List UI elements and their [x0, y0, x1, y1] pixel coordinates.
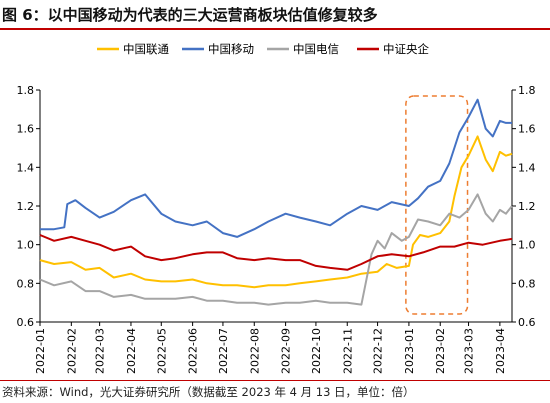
figure-title: 图 6：以中国移动为代表的三大运营商板块估值修复较多	[0, 0, 550, 30]
line-chart: 中国联通 中国移动 中国电信 中证央企 0.6 0.6 0.8 0.8 1.0 1.0 1.2 1.…	[17, 42, 536, 374]
highlight-box	[405, 95, 469, 315]
y-tick-label-right: 1.6	[518, 123, 536, 136]
x-tick-label: 2023-04	[494, 328, 507, 374]
x-tick-label: 2023-03	[463, 328, 476, 374]
y-tick-label-right: 0.6	[518, 316, 536, 329]
x-tick-label: 2022-01	[34, 328, 47, 374]
y-tick-label-right: 1.8	[518, 84, 536, 97]
y-tick-label-left: 0.6	[17, 316, 35, 329]
x-tick-label: 2023-02	[434, 328, 447, 374]
legend-label-3: 中国电信	[293, 42, 339, 56]
y-tick-label-left: 1.2	[17, 200, 35, 213]
x-tick-label: 2022-10	[310, 328, 323, 374]
x-tick-label: 2022-02	[65, 328, 78, 374]
y-tick-label-left: 1.0	[17, 239, 35, 252]
series-line-2	[40, 98, 512, 238]
series-line-3	[39, 193, 513, 306]
series-line-1	[39, 135, 513, 289]
y-tick-label-right: 1.4	[518, 161, 536, 174]
legend: 中国联通 中国移动 中国电信 中证央企	[97, 42, 429, 56]
y-tick-label-right: 0.8	[518, 277, 536, 290]
legend-label-2: 中国移动	[208, 42, 254, 56]
x-tick-label: 2022-07	[217, 328, 230, 374]
x-tick-label: 2022-12	[372, 328, 385, 374]
y-tick-label-left: 1.8	[17, 84, 35, 97]
x-tick-label: 2022-03	[94, 328, 107, 374]
y-tick-label-left: 1.4	[17, 161, 35, 174]
y-tick-label-left: 0.8	[17, 277, 35, 290]
axes: 0.6 0.6 0.8 0.8 1.0 1.0 1.2 1.2 1.4 1.4 1.6 1.6 1.8 1…	[17, 84, 536, 374]
x-tick-label: 2022-11	[341, 328, 354, 374]
series-lines	[39, 98, 513, 306]
x-tick-label: 2022-05	[155, 328, 168, 374]
x-tick-label: 2023-01	[403, 328, 416, 374]
highlight-rect	[405, 95, 469, 315]
series-line-4	[39, 234, 513, 271]
legend-label-4: 中证央企	[383, 42, 429, 56]
x-tick-label: 2022-08	[248, 328, 261, 374]
source-note: 资料来源：Wind，光大证券研究所（数据截至 2023 年 4 月 13 日，单…	[0, 380, 550, 403]
y-tick-label-left: 1.6	[17, 123, 35, 136]
y-tick-label-right: 1.0	[518, 239, 536, 252]
legend-label-1: 中国联通	[123, 42, 169, 56]
x-tick-label: 2022-06	[187, 328, 200, 374]
x-tick-label: 2022-09	[280, 328, 293, 374]
x-tick-label: 2022-04	[125, 328, 138, 374]
y-tick-label-right: 1.2	[518, 200, 536, 213]
